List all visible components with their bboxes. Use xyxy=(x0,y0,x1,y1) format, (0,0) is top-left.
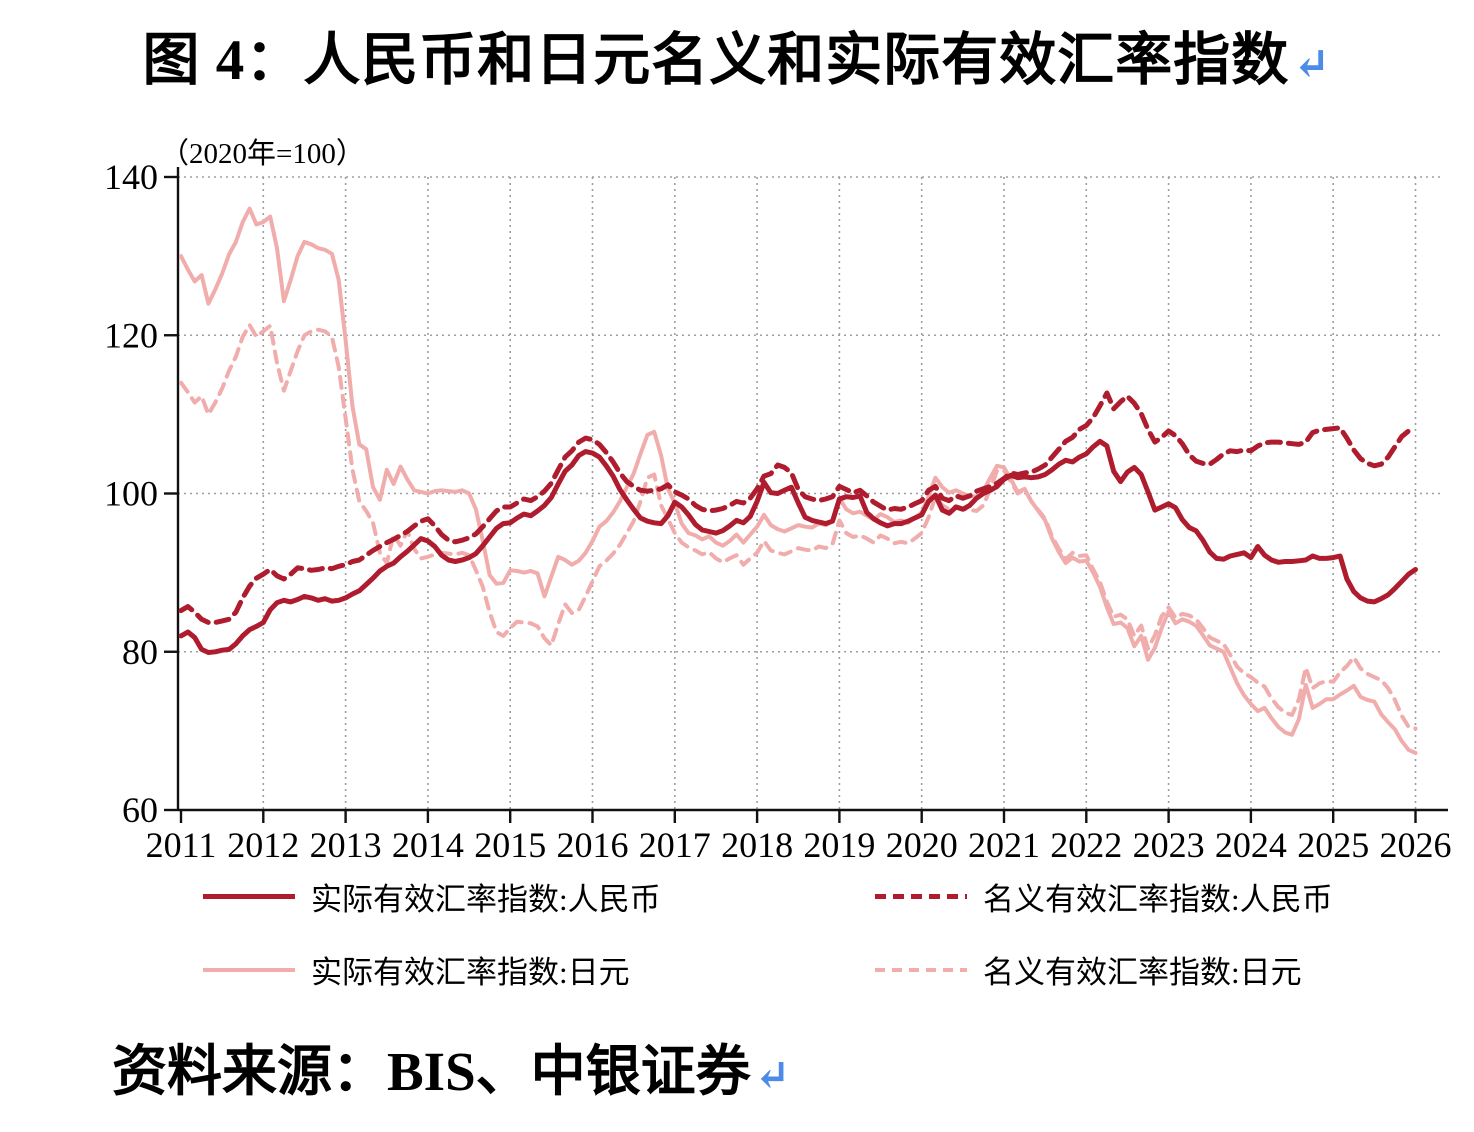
source-note: 资料来源：BIS、中银证券↵ xyxy=(112,1026,791,1106)
series-line-neer-jpy xyxy=(179,323,1418,731)
legend-label-reer-jpy: 实际有效汇率指数:日元 xyxy=(311,955,630,990)
x-tick-label: 2016 xyxy=(557,825,629,865)
y-tick-label: 80 xyxy=(122,632,158,672)
legend-line-dashed-cny-icon xyxy=(875,894,967,899)
x-tick-label: 2018 xyxy=(721,825,793,865)
x-tick-label: 2024 xyxy=(1215,825,1287,865)
legend-row-nominal: 实际有效汇率指数:日元 名义有效汇率指数:日元 xyxy=(203,947,1443,992)
x-tick-label: 2020 xyxy=(886,825,958,865)
x-tick-label: 2012 xyxy=(227,825,299,865)
x-tick-label: 2022 xyxy=(1050,825,1122,865)
legend-item-neer-cny: 名义有效汇率指数:人民币 xyxy=(875,874,1333,919)
legend-label-neer-cny: 名义有效汇率指数:人民币 xyxy=(983,882,1333,917)
axis-unit-note: （2020年=100） xyxy=(160,138,365,170)
legend-label-neer-jpy: 名义有效汇率指数:日元 xyxy=(983,955,1302,990)
series-line-reer-jpy xyxy=(179,206,1418,755)
y-tick-label: 60 xyxy=(122,790,158,830)
legend-item-reer-jpy: 实际有效汇率指数:日元 xyxy=(203,947,875,992)
x-tick-label: 2025 xyxy=(1297,825,1369,865)
y-tick-label: 100 xyxy=(104,474,158,514)
x-tick-label: 2023 xyxy=(1133,825,1205,865)
x-tick-label: 2014 xyxy=(392,825,464,865)
legend: 实际有效汇率指数:人民币 名义有效汇率指数:人民币 实际有效汇率指数:日元 名义… xyxy=(203,874,1443,1020)
y-tick-label: 120 xyxy=(104,315,158,355)
paragraph-return-icon: ↵ xyxy=(754,1053,791,1100)
x-tick-label: 2026 xyxy=(1380,825,1452,865)
legend-item-neer-jpy: 名义有效汇率指数:日元 xyxy=(875,947,1302,992)
x-tick-label: 2019 xyxy=(803,825,875,865)
chart-title-text: 图 4：人民币和日元名义和实际有效汇率指数 xyxy=(142,29,1290,92)
legend-line-dashed-jpy-icon xyxy=(875,967,967,972)
legend-line-solid-jpy-icon xyxy=(203,967,295,972)
source-text: 资料来源：BIS、中银证券 xyxy=(112,1041,751,1102)
series-line-neer-cny xyxy=(178,390,1418,625)
x-tick-label: 2011 xyxy=(146,825,217,865)
legend-line-solid-cny-icon xyxy=(203,894,295,899)
chart-title: 图 4：人民币和日元名义和实际有效汇率指数↵ xyxy=(0,14,1474,96)
legend-row-real: 实际有效汇率指数:人民币 名义有效汇率指数:人民币 xyxy=(203,874,1443,919)
x-tick-label: 2015 xyxy=(474,825,546,865)
paragraph-return-icon: ↵ xyxy=(1293,39,1332,89)
legend-item-reer-cny: 实际有效汇率指数:人民币 xyxy=(203,874,875,919)
x-tick-label: 2021 xyxy=(968,825,1040,865)
x-tick-label: 2013 xyxy=(310,825,382,865)
x-tick-label: 2017 xyxy=(639,825,711,865)
legend-label-reer-cny: 实际有效汇率指数:人民币 xyxy=(311,882,661,917)
series-line-reer-cny xyxy=(178,438,1418,655)
y-tick-label: 140 xyxy=(104,157,158,197)
